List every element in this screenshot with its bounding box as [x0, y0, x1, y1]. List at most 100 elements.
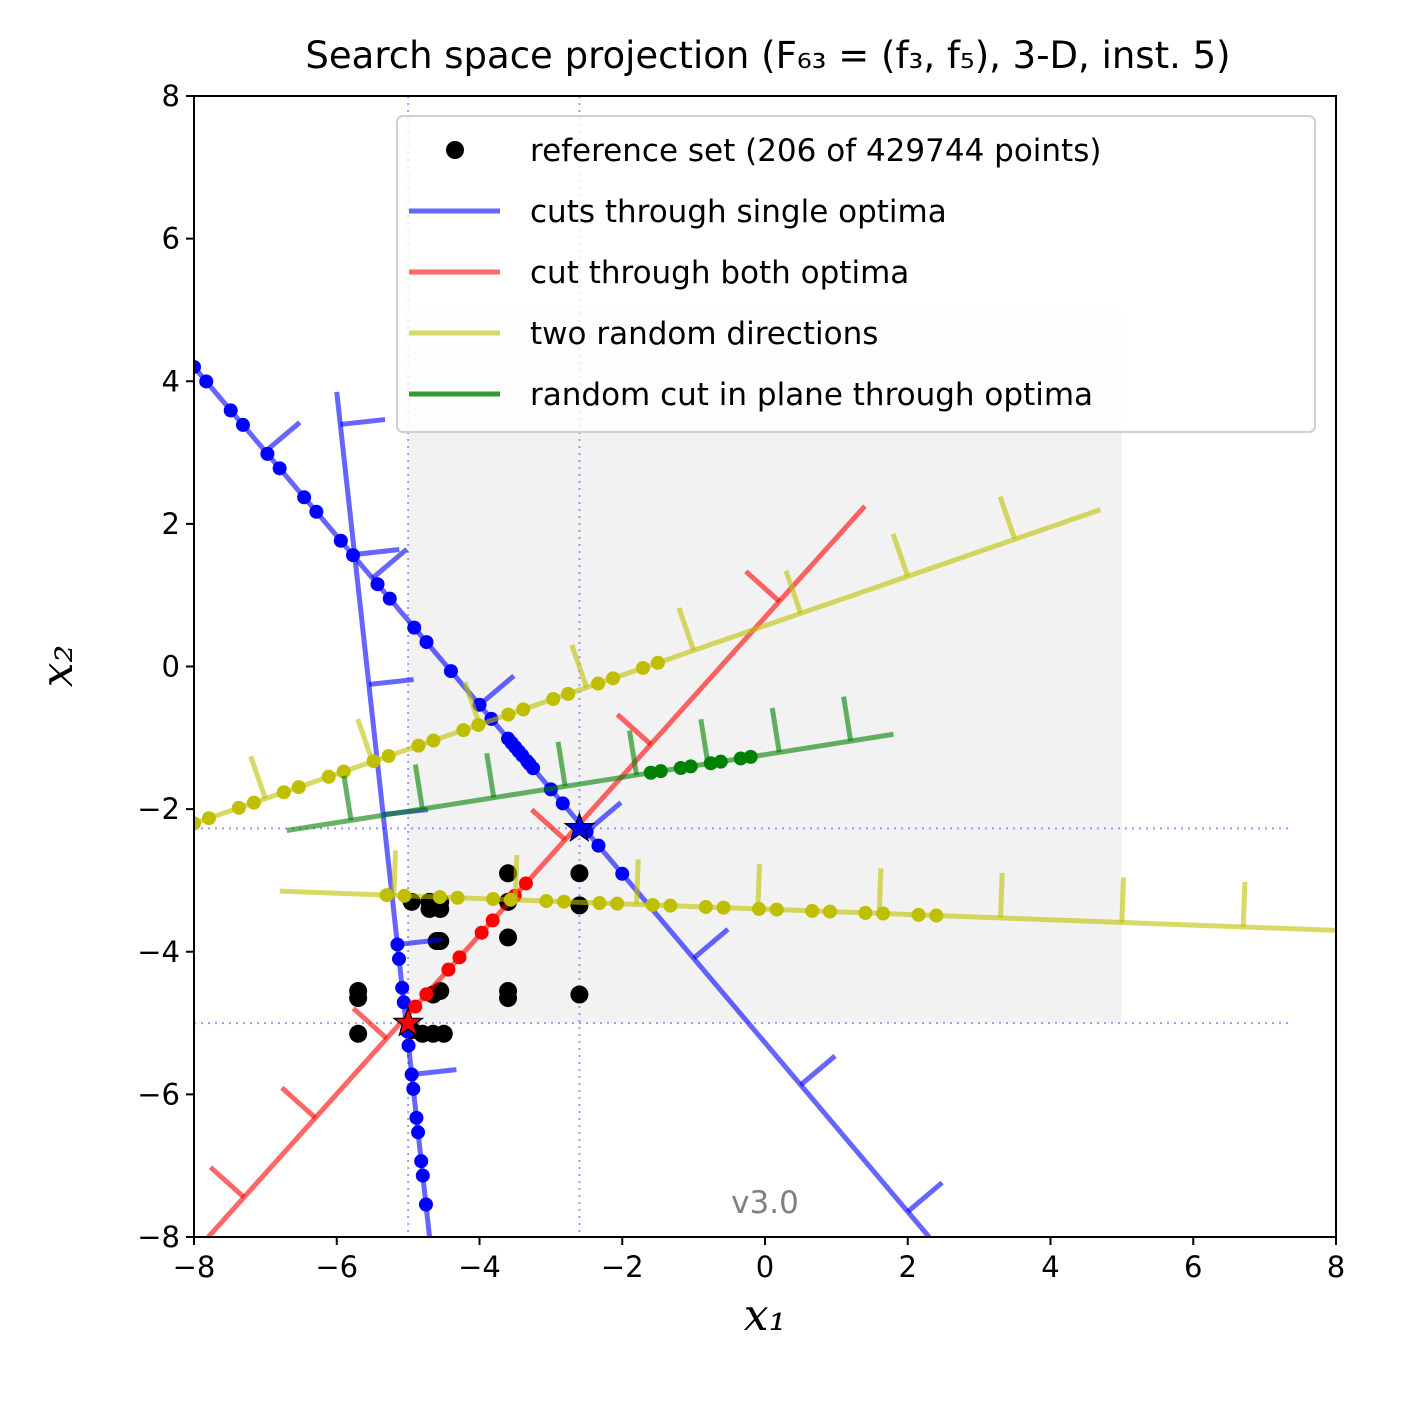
y-tick-label: −6: [137, 1077, 180, 1111]
sample-point: [401, 1038, 416, 1053]
sample-point: [876, 906, 891, 921]
cut-tick: [799, 1054, 837, 1087]
sample-point: [419, 635, 434, 650]
sample-point: [752, 901, 767, 916]
sample-point: [366, 754, 381, 769]
sample-point: [397, 888, 412, 903]
cut-tick: [634, 859, 641, 905]
cut-tick: [391, 850, 399, 896]
sample-point: [452, 950, 467, 965]
sample-point: [409, 1110, 424, 1125]
cut-tick: [351, 1006, 389, 1041]
y-tick-label: 6: [162, 222, 180, 256]
sample-point: [246, 795, 261, 810]
sample-point: [716, 900, 731, 915]
sample-point: [663, 898, 678, 913]
reference-point: [349, 1024, 368, 1043]
sample-point: [415, 1168, 430, 1183]
sample-point: [546, 692, 561, 707]
sample-point: [381, 749, 396, 764]
x-tick-label: 6: [1184, 1250, 1202, 1284]
y-axis-label: x₂: [32, 645, 83, 687]
cut-tick: [676, 607, 696, 652]
sample-point: [471, 717, 486, 732]
sample-point: [805, 903, 820, 918]
y-tick-label: 0: [162, 650, 180, 684]
sample-point: [411, 738, 426, 753]
sample-point: [635, 660, 650, 675]
y-tick-label: −4: [137, 935, 180, 969]
sample-point: [432, 890, 447, 905]
x-tick-label: −4: [458, 1250, 501, 1284]
sample-point: [199, 374, 214, 389]
reference-point: [349, 989, 368, 1008]
sample-point: [418, 1197, 433, 1212]
sample-point: [539, 894, 554, 909]
sample-point: [443, 664, 458, 679]
cut-tick: [744, 569, 781, 604]
sample-point: [769, 902, 784, 917]
cut-tick: [340, 417, 386, 427]
sample-point: [526, 761, 541, 776]
cut-tick: [368, 677, 414, 687]
cut-tick: [1240, 881, 1248, 928]
cut-tick: [692, 927, 730, 961]
cut-tick: [876, 868, 884, 914]
legend-box: [396, 115, 1316, 433]
sample-point: [379, 888, 394, 903]
cut-tick: [755, 863, 763, 909]
cut-tick: [841, 696, 854, 742]
x-axis: −8 −6 −4 −2 0 2 4 6 8: [173, 1237, 1345, 1284]
sample-point: [929, 908, 944, 923]
sample-point: [606, 671, 621, 686]
sample-point: [404, 1067, 419, 1082]
cut-tick: [341, 775, 354, 821]
x-tick-label: −2: [601, 1250, 644, 1284]
cut-tick: [397, 937, 443, 947]
sample-point: [822, 904, 837, 919]
sample-point: [516, 702, 531, 717]
reference-point: [431, 899, 450, 918]
sample-point: [645, 897, 660, 912]
sample-point: [653, 764, 668, 779]
sample-point: [414, 1154, 429, 1169]
sample-point: [555, 796, 570, 811]
sample-point: [408, 999, 423, 1014]
reference-point: [499, 864, 518, 883]
cut-tick: [783, 570, 804, 615]
x-tick-label: −6: [315, 1250, 358, 1284]
sample-point: [333, 533, 348, 548]
reference-point: [570, 985, 589, 1004]
sample-point: [426, 733, 441, 748]
sample-point: [911, 907, 926, 922]
sample-point: [201, 811, 216, 826]
cut-tick: [370, 547, 409, 581]
optimum-star: [392, 1006, 425, 1037]
cut-tick: [484, 752, 497, 799]
chart-title: Search space projection (F₆₃ = (f₃, f₅),…: [305, 34, 1230, 77]
sample-point: [474, 925, 489, 940]
sample-point: [450, 890, 465, 905]
cut-tick: [530, 807, 567, 842]
legend-label: cut through both optima: [530, 255, 909, 291]
legend: reference set (206 of 429744 points) cuts…: [396, 115, 1316, 433]
x-tick-label: −8: [173, 1250, 216, 1284]
reference-point: [499, 928, 518, 947]
cut-tick: [411, 1067, 457, 1077]
cut-tick: [584, 800, 623, 834]
cut-tick: [769, 707, 782, 753]
x-tick-label: 2: [899, 1250, 917, 1284]
sample-point: [291, 780, 306, 795]
sample-point: [615, 866, 630, 881]
cut-tick: [627, 730, 639, 776]
sample-point: [441, 962, 456, 977]
legend-label: two random directions: [530, 316, 878, 352]
legend-label: random cut in plane through optima: [530, 377, 1093, 413]
sample-point: [231, 800, 246, 815]
cut-tick: [248, 755, 268, 800]
sample-point: [561, 686, 576, 701]
y-tick-label: 4: [162, 364, 180, 398]
sample-point: [411, 1125, 426, 1140]
cut-tick: [263, 420, 302, 454]
